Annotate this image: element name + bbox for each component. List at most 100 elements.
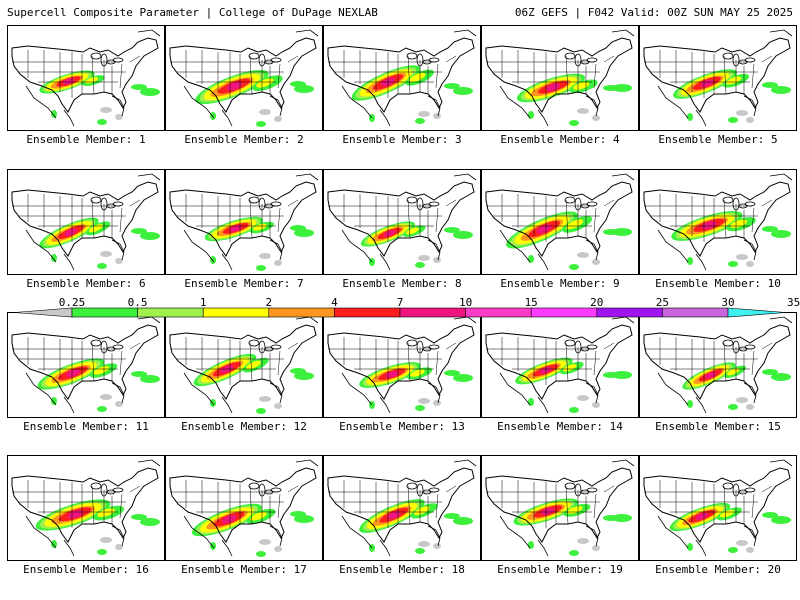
us-outline <box>643 37 791 113</box>
colorbar-segment <box>530 307 598 318</box>
coastline <box>269 239 283 261</box>
scp-low-cell <box>100 251 112 257</box>
scp-low-cell <box>771 86 791 94</box>
state-border <box>445 199 457 207</box>
state-border <box>407 55 411 95</box>
state-border <box>565 199 569 239</box>
great-lake <box>416 483 424 497</box>
scp-low-cell <box>294 515 314 523</box>
ensemble-panel: Ensemble Member: 3 <box>323 25 481 159</box>
member-label: Ensemble Member: 11 <box>23 420 149 433</box>
scp-contour <box>246 360 261 370</box>
state-border <box>91 485 95 525</box>
member-label: Ensemble Member: 7 <box>184 277 304 290</box>
state-border <box>277 63 281 89</box>
scp-low-cell <box>444 370 460 376</box>
colorbar-tick-label: 15 <box>525 296 538 309</box>
great-lake <box>248 339 260 347</box>
state-border <box>129 55 141 63</box>
scp-low-cell <box>131 514 147 520</box>
us-outline <box>327 324 475 400</box>
scp-contour <box>545 83 561 92</box>
us-outline <box>11 181 159 257</box>
coastline <box>341 515 373 549</box>
coastline <box>341 229 373 263</box>
state-border <box>603 199 615 207</box>
member-label: Ensemble Member: 10 <box>655 277 781 290</box>
us-outline <box>169 324 317 400</box>
state-border <box>119 207 123 233</box>
great-lake <box>574 340 582 354</box>
scp-map <box>481 25 639 131</box>
scp-contour <box>539 366 552 374</box>
scp-low-cell <box>746 117 754 123</box>
coastline <box>585 382 599 404</box>
scp-low-cell <box>415 262 425 268</box>
state-border <box>593 493 597 519</box>
colorbar-segment <box>596 307 663 318</box>
ensemble-panel: Ensemble Member: 12 <box>165 312 323 446</box>
state-border <box>249 342 253 382</box>
state-border <box>761 485 773 493</box>
scp-low-cell <box>453 87 473 95</box>
scp-low-cell <box>100 107 112 113</box>
scp-contour <box>221 515 237 524</box>
scp-contour <box>405 227 419 235</box>
coastline <box>295 29 319 37</box>
coastline <box>221 253 233 271</box>
scp-low-cell <box>115 258 123 264</box>
state-border <box>593 350 597 376</box>
colorbar-tick-label: 2 <box>265 296 272 309</box>
state-border <box>91 342 95 382</box>
scp-contour <box>93 366 110 375</box>
great-lake <box>428 57 440 63</box>
great-lake <box>732 340 740 354</box>
member-label: Ensemble Member: 14 <box>497 420 623 433</box>
state-border <box>91 55 95 95</box>
scp-low-cell <box>418 255 430 261</box>
scp-map <box>165 169 323 275</box>
great-lake <box>428 487 440 493</box>
ensemble-panel: Ensemble Member: 16 <box>7 455 165 589</box>
scp-contour <box>541 507 555 515</box>
great-lake <box>90 339 102 347</box>
colorbar-segment <box>662 307 729 318</box>
great-lake <box>270 344 282 350</box>
scp-map <box>323 25 481 131</box>
state-border <box>407 485 411 525</box>
scp-low-cell <box>210 256 216 264</box>
scp-low-cell <box>140 518 160 526</box>
coastline <box>657 372 689 406</box>
coastline <box>63 253 75 271</box>
coastline <box>743 95 757 117</box>
coastline <box>25 229 57 263</box>
member-label: Ensemble Member: 8 <box>342 277 462 290</box>
scp-low-cell <box>433 400 441 406</box>
scp-low-cell <box>97 263 107 269</box>
scp-contour <box>700 79 714 88</box>
scp-low-cell <box>274 260 282 266</box>
scp-low-cell <box>418 398 430 404</box>
scp-low-cell <box>528 398 534 406</box>
scp-low-cell <box>140 88 160 96</box>
product-title: Supercell Composite Parameter | College … <box>7 6 378 19</box>
scp-low-cell <box>612 371 632 379</box>
colorbar-tick-label: 30 <box>721 296 734 309</box>
scp-map <box>7 455 165 561</box>
state-border <box>435 493 439 519</box>
ensemble-panel: Ensemble Member: 19 <box>481 455 639 589</box>
scp-low-cell <box>762 369 778 375</box>
scp-low-cell <box>433 543 441 549</box>
scp-map <box>7 169 165 275</box>
colorbar-segment <box>137 307 204 318</box>
coastline <box>111 525 125 547</box>
scp-low-cell <box>418 111 430 117</box>
scp-contour <box>383 230 396 237</box>
ensemble-panel: Ensemble Member: 20 <box>639 455 797 589</box>
scp-low-cell <box>274 403 282 409</box>
us-outline <box>169 37 317 113</box>
coastline <box>183 85 215 119</box>
great-lake <box>732 483 740 497</box>
great-lake <box>100 340 108 354</box>
member-label: Ensemble Member: 5 <box>658 133 778 146</box>
